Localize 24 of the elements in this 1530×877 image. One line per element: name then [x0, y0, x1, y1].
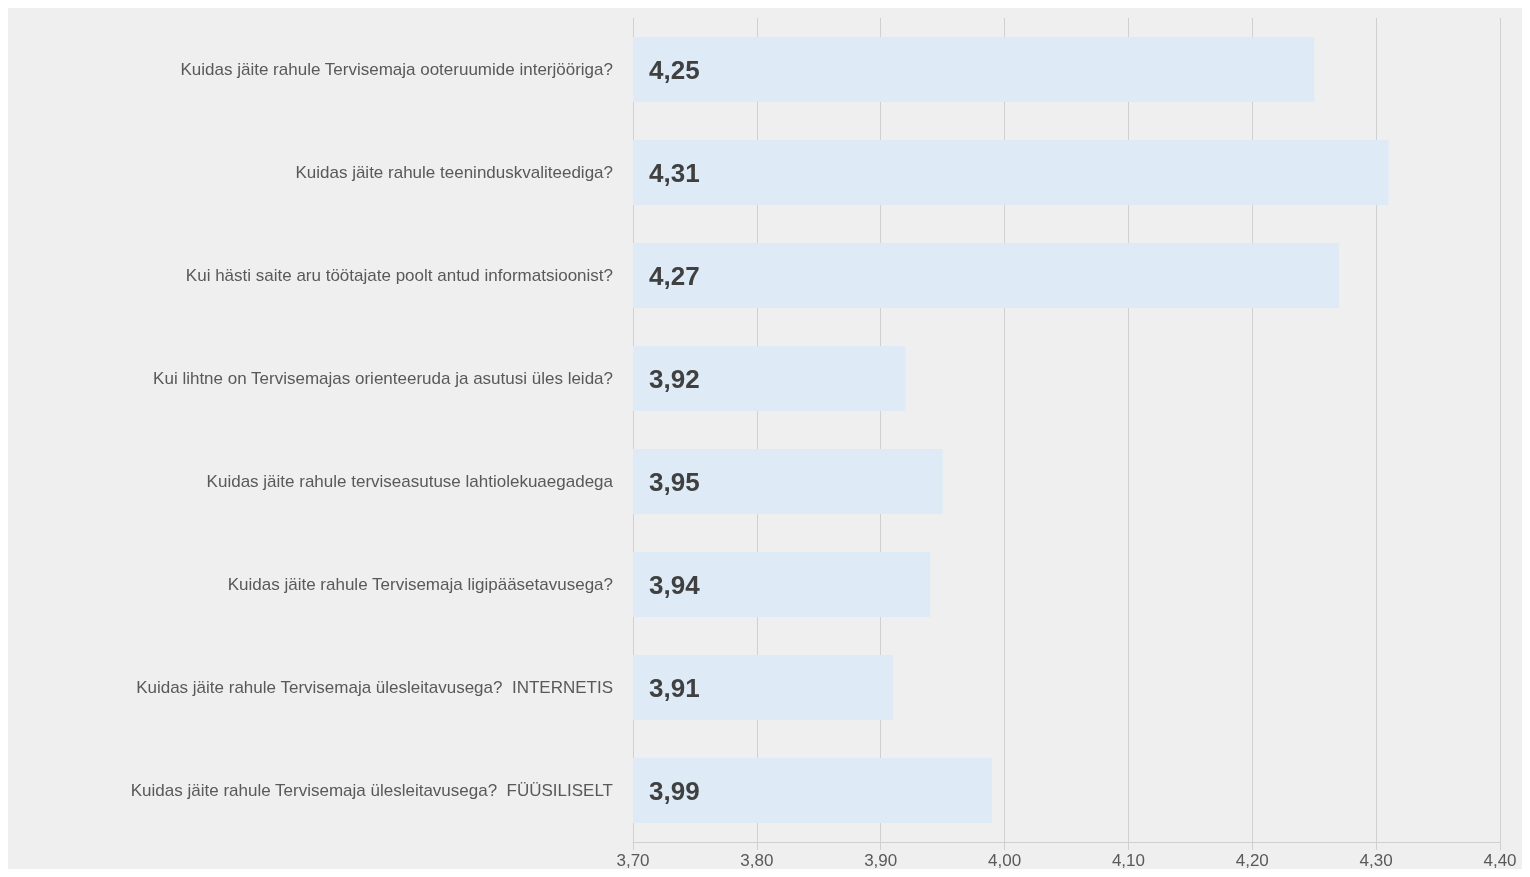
x-tick-label: 3,80: [740, 851, 774, 870]
data-label: 3,92: [649, 363, 700, 394]
x-tick-label: 3,70: [616, 851, 650, 870]
data-label: 4,31: [649, 157, 700, 188]
x-tick-label: 4,00: [988, 851, 1022, 870]
data-label: 4,25: [649, 54, 700, 85]
data-label: 4,27: [649, 260, 700, 291]
y-tick-label: Kuidas jäite rahule Tervisemaja ülesleitavusega? FÜÜSILISELT: [130, 781, 613, 800]
data-label: 3,94: [649, 569, 701, 600]
data-label: 3,99: [649, 775, 700, 806]
data-label: 3,95: [649, 466, 700, 497]
x-tick-label: 3,90: [864, 851, 898, 870]
y-tick-label: Kuidas jäite rahule Tervisemaja ooteruumide interjööriga?: [180, 60, 613, 79]
y-tick-label: Kuidas jäite rahule Tervisemaja ligipääsetavusega?: [227, 575, 613, 594]
data-label: 3,91: [649, 672, 700, 703]
x-tick-label: 4,40: [1483, 851, 1517, 870]
y-tick-label: Kui hästi saite aru töötajate poolt antud informatsioonist?: [185, 266, 613, 285]
x-tick-label: 4,30: [1359, 851, 1393, 870]
x-tick-label: 4,10: [1111, 851, 1145, 870]
y-tick-label: Kui lihtne on Tervisemajas orienteeruda ja asutusi üles leida?: [153, 369, 613, 388]
y-tick-label: Kuidas jäite rahule teeninduskvaliteediga?: [295, 163, 613, 182]
y-tick-label: Kuidas jäite rahule terviseasutuse lahtiolekuaegadega: [206, 472, 614, 491]
x-tick-label: 4,20: [1235, 851, 1269, 870]
y-tick-label: Kuidas jäite rahule Tervisemaja ülesleitavusega? INTERNETIS: [136, 678, 613, 697]
